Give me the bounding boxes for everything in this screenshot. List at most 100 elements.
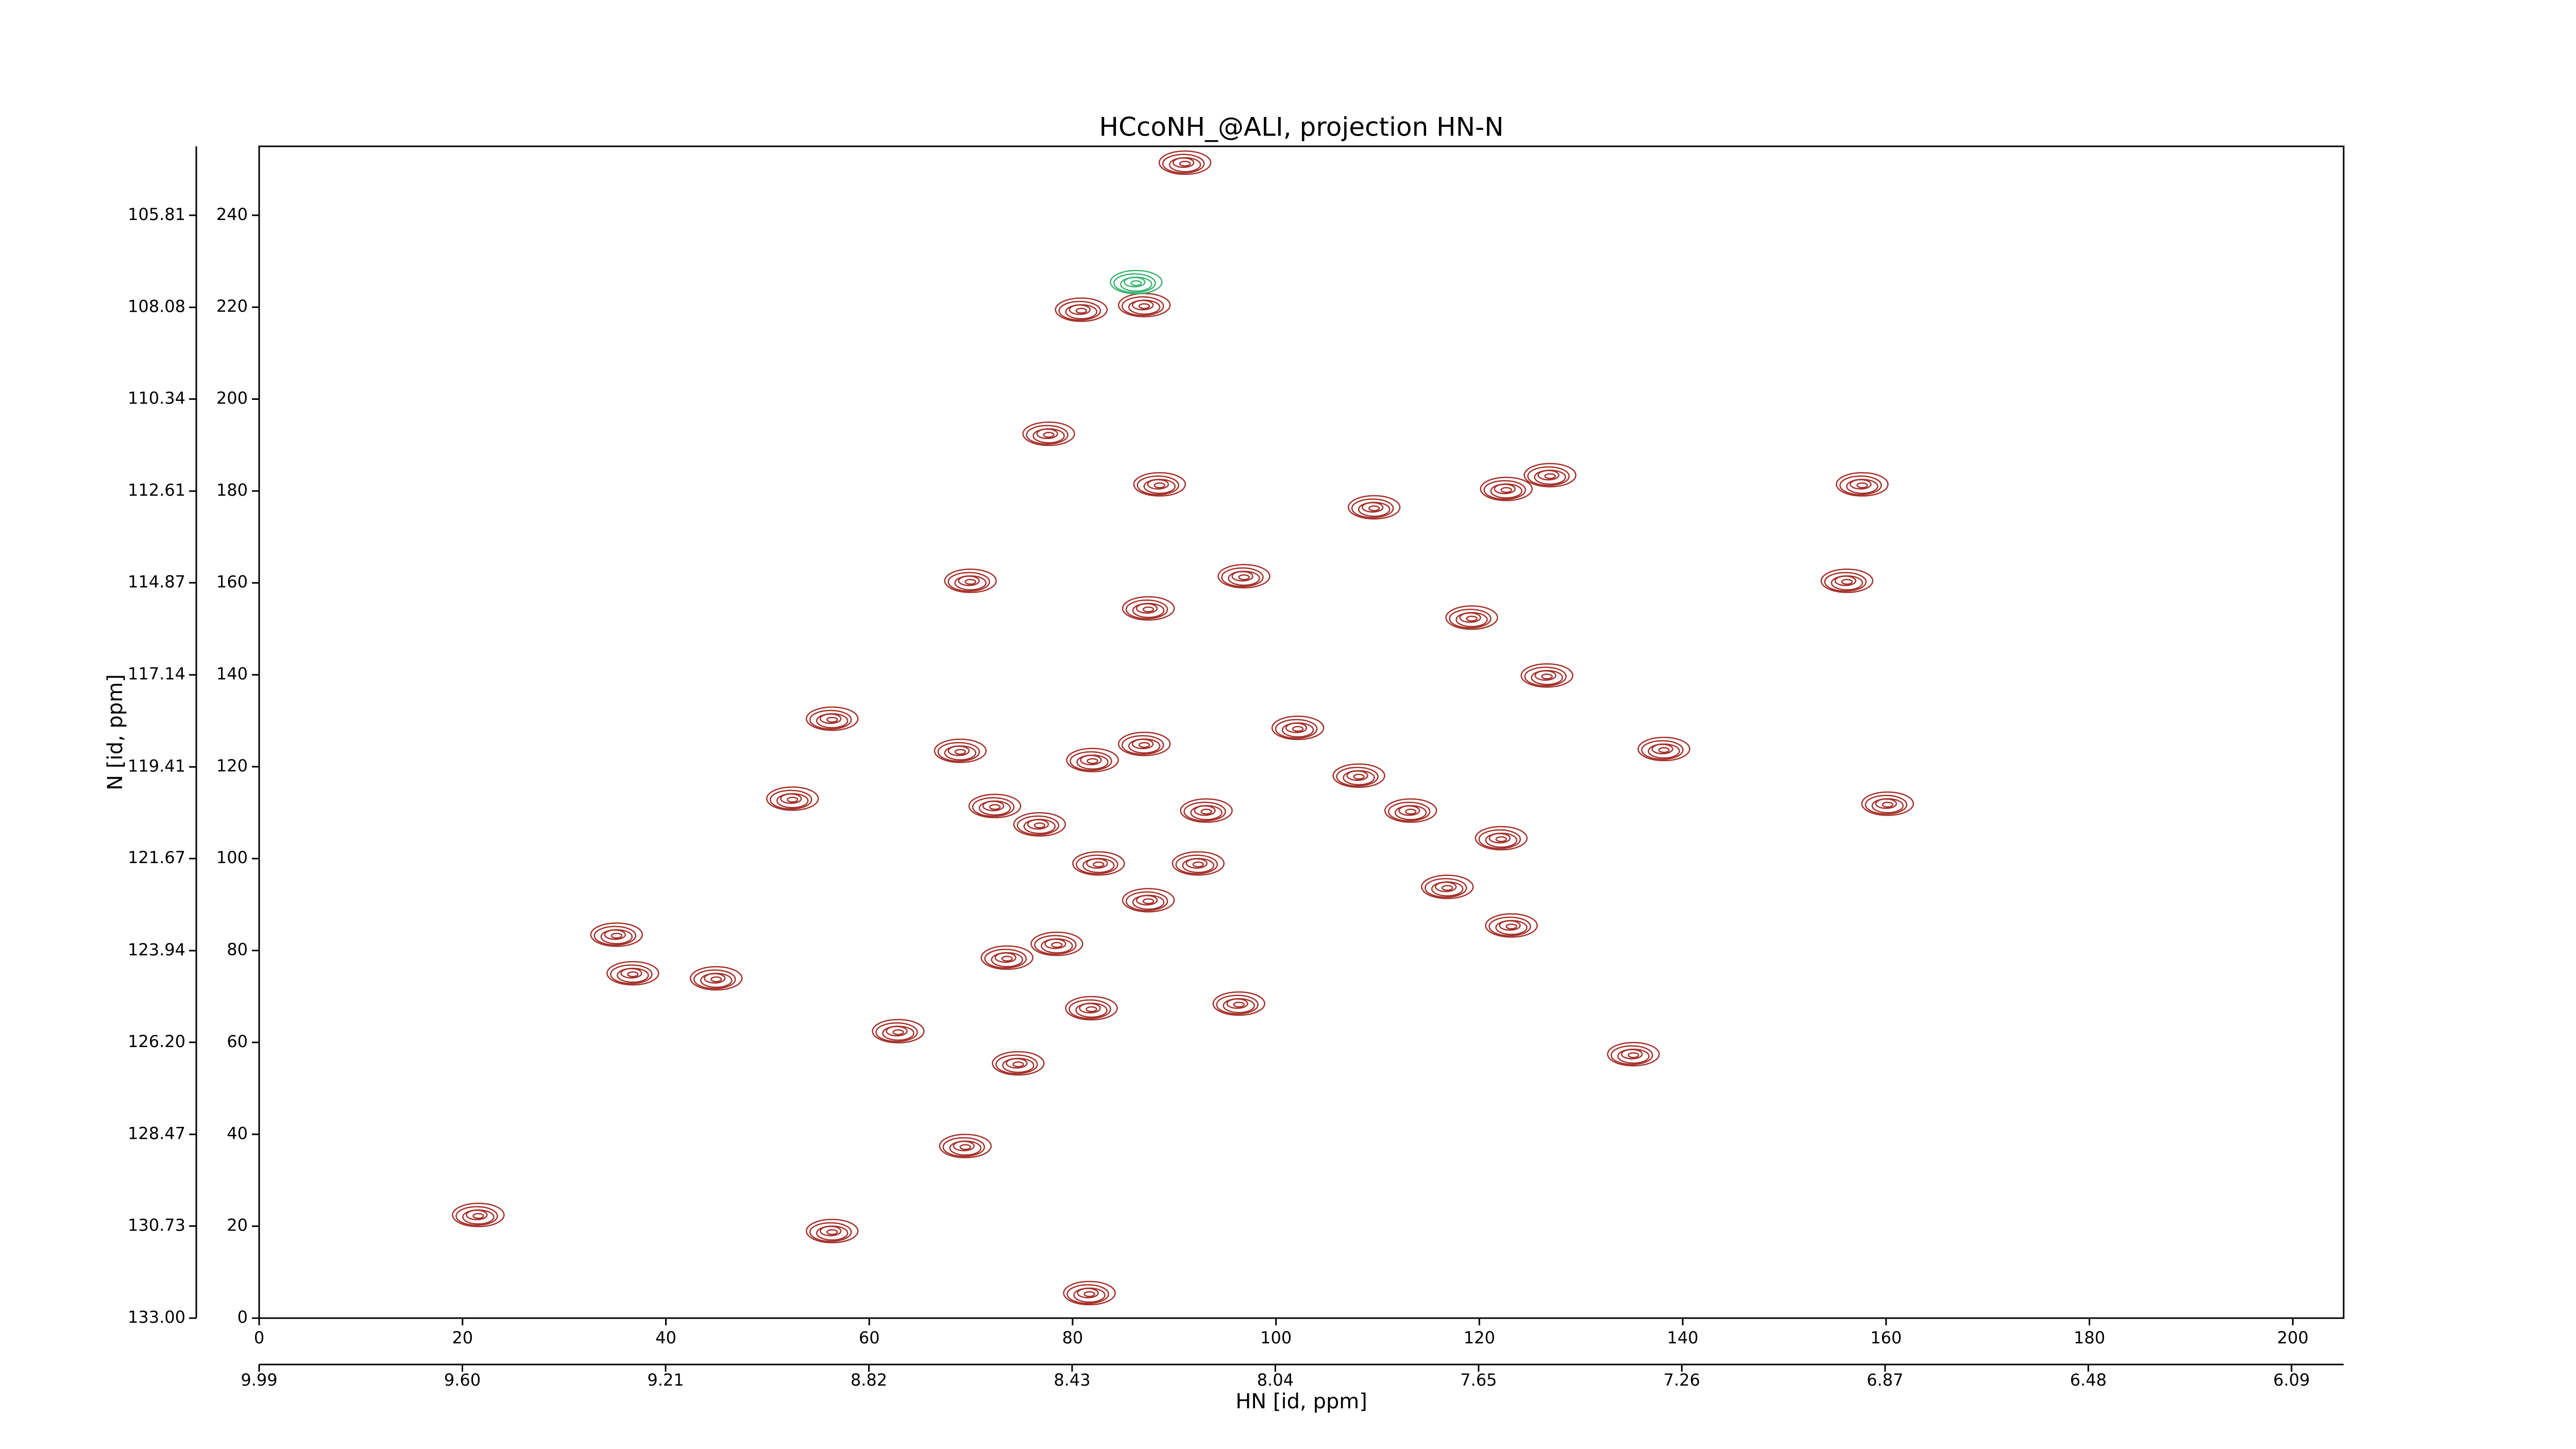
y2-tick-label: 126.20 xyxy=(128,1032,185,1051)
contour-level xyxy=(1658,747,1670,753)
contour-level xyxy=(1394,805,1427,820)
contour-level xyxy=(1033,822,1046,829)
peak xyxy=(1607,1041,1660,1067)
contour-level xyxy=(1358,501,1391,517)
contour-level xyxy=(1133,472,1186,497)
x2-tick-label: 8.04 xyxy=(1257,1370,1294,1390)
contour-level xyxy=(939,1134,992,1158)
peak xyxy=(1072,851,1125,876)
x2-tick-label: 9.21 xyxy=(647,1370,684,1390)
peak xyxy=(1110,269,1163,295)
contour-level xyxy=(944,568,997,593)
contour-level xyxy=(1113,273,1156,293)
contour-level xyxy=(1082,857,1115,873)
contour-level xyxy=(1063,1280,1116,1306)
peak xyxy=(805,1219,859,1243)
peak xyxy=(1158,150,1212,175)
y2-tick-label: 105.81 xyxy=(128,205,185,224)
contour-level xyxy=(816,713,849,729)
y2-tick-label: 123.94 xyxy=(128,940,185,959)
contour-level xyxy=(769,789,812,810)
y2-tick-label: 128.47 xyxy=(128,1123,185,1143)
contour-level xyxy=(1212,991,1265,1016)
contour-level xyxy=(590,922,643,947)
contour-level xyxy=(1122,888,1175,913)
contour-level xyxy=(1093,861,1105,868)
peak xyxy=(1384,798,1437,823)
x-tick-label: 140 xyxy=(1667,1328,1699,1347)
contour-level xyxy=(944,745,977,761)
contour-level xyxy=(972,797,1015,817)
contour-level xyxy=(594,925,637,946)
contour-level xyxy=(1221,567,1264,587)
peak xyxy=(1030,931,1083,956)
contour-level xyxy=(1520,663,1573,688)
contour-level xyxy=(1490,483,1522,499)
contour-level xyxy=(1628,1052,1639,1058)
contour-level xyxy=(1500,487,1512,493)
peak xyxy=(590,922,643,947)
y-tick-label: 200 xyxy=(216,388,248,408)
peak xyxy=(1172,851,1225,876)
contour-level xyxy=(1172,851,1225,876)
contour-level xyxy=(1839,475,1882,496)
y-tick-label: 180 xyxy=(216,480,248,500)
contour-level xyxy=(1882,801,1894,808)
contour-level xyxy=(1051,941,1063,948)
contour-level xyxy=(1182,857,1214,873)
y2-tick-label: 133.00 xyxy=(128,1307,185,1327)
contour-level xyxy=(1524,666,1567,687)
x-axis-label: HN [id, ppm] xyxy=(1235,1390,1367,1413)
contour-level xyxy=(1478,829,1521,849)
contour-level xyxy=(1121,735,1164,755)
contour-level xyxy=(989,804,1001,810)
contour-level xyxy=(1336,767,1379,787)
contour-level xyxy=(1183,801,1226,822)
contour-level xyxy=(964,579,976,585)
contour-level xyxy=(1158,150,1212,175)
contour-level xyxy=(1217,564,1270,589)
contour-level xyxy=(1066,1284,1109,1304)
contour-level xyxy=(1055,297,1108,322)
contour-level xyxy=(1110,269,1163,295)
x2-tick-label: 8.43 xyxy=(1054,1370,1090,1390)
contour-level xyxy=(1066,748,1119,772)
contour-level xyxy=(1013,812,1066,837)
contour-level xyxy=(1544,473,1556,479)
contour-level xyxy=(1347,495,1401,520)
y2-tick-label: 117.14 xyxy=(128,664,185,684)
peak xyxy=(1212,991,1265,1016)
contour-level xyxy=(462,1209,495,1225)
contour-level xyxy=(1648,743,1680,759)
y-tick-label: 160 xyxy=(216,572,248,592)
peak xyxy=(968,794,1022,818)
contour-level xyxy=(1065,304,1097,319)
peak xyxy=(872,1019,925,1043)
x2-tick-label: 9.99 xyxy=(241,1370,277,1390)
contour-level xyxy=(1332,763,1385,788)
contour-level xyxy=(1128,299,1161,315)
contour-level xyxy=(1275,719,1318,739)
contour-level xyxy=(1190,805,1223,820)
contour-level xyxy=(1485,913,1538,938)
contour-level xyxy=(776,793,809,808)
peak xyxy=(1217,564,1270,589)
contour-level xyxy=(1351,498,1394,518)
contour-level xyxy=(1122,596,1175,621)
contour-level xyxy=(1611,1045,1653,1065)
contour-level xyxy=(1132,895,1165,910)
y-tick-label: 100 xyxy=(216,848,248,867)
contour-level xyxy=(1527,466,1570,486)
contour-level xyxy=(1505,923,1517,930)
contour-level xyxy=(1531,670,1563,685)
contour-level xyxy=(1030,931,1083,956)
contour-level xyxy=(693,969,736,989)
peak xyxy=(1065,996,1118,1021)
contour-level xyxy=(1130,280,1142,287)
contour-level xyxy=(1292,726,1304,732)
y-axis-label: N [id, ppm] xyxy=(104,674,127,790)
x-tick-label: 160 xyxy=(1870,1328,1902,1347)
chart-title: HCcoNH_@ALI, projection HN-N xyxy=(1099,112,1503,142)
contour-level xyxy=(1216,995,1259,1015)
contour-level xyxy=(1200,808,1212,815)
